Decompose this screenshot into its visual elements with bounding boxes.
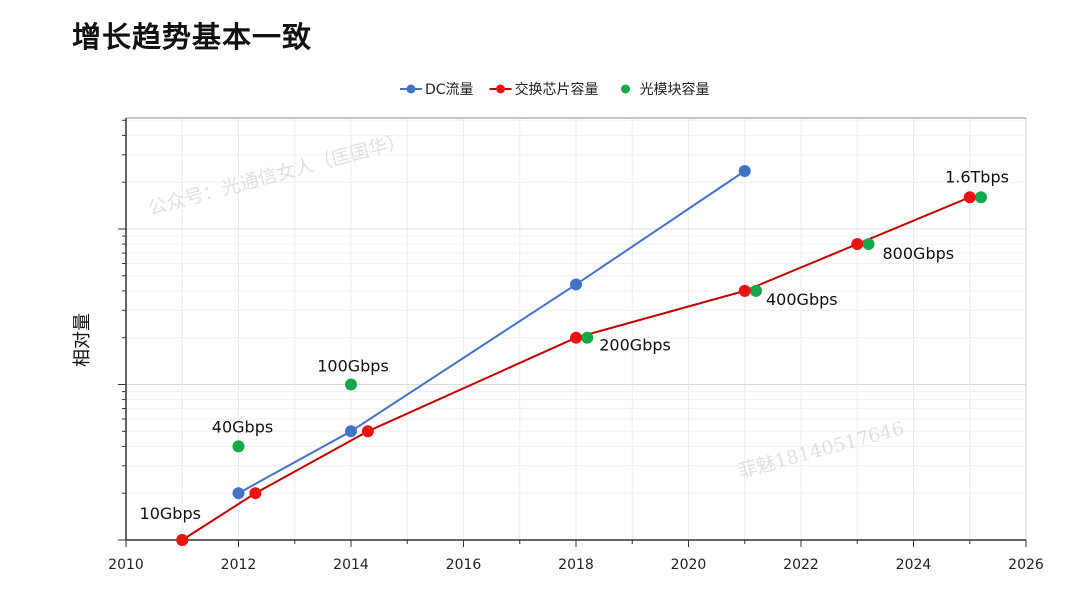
data-label: 10Gbps xyxy=(140,504,201,523)
data-point-series-2 xyxy=(232,440,245,453)
data-point-series-0 xyxy=(232,487,245,500)
legend-marker-2 xyxy=(621,84,631,94)
data-point-series-1 xyxy=(570,331,582,344)
x-tick-label: 2012 xyxy=(221,557,257,573)
x-tick-label: 2022 xyxy=(783,557,819,573)
x-tick-label: 2024 xyxy=(896,557,932,573)
x-tick-label: 2018 xyxy=(558,557,594,573)
legend-marker-1 xyxy=(496,84,506,94)
data-point-series-1 xyxy=(249,487,262,500)
x-tick-label: 2014 xyxy=(333,557,369,573)
data-point-series-2 xyxy=(581,331,594,344)
data-point-series-2 xyxy=(750,284,762,297)
series-line-0 xyxy=(238,170,746,495)
data-point-series-0 xyxy=(570,278,582,291)
legend-marker-0 xyxy=(406,84,416,94)
y-axis-label: 相对量 xyxy=(72,313,93,367)
data-point-series-0 xyxy=(345,425,357,438)
data-label: 200Gbps xyxy=(599,336,671,355)
data-point-series-0 xyxy=(738,165,751,178)
legend-label-1: 交换芯片容量 xyxy=(515,81,599,98)
data-point-series-2 xyxy=(862,238,875,251)
data-point-series-2 xyxy=(345,378,357,391)
data-label: 40Gbps xyxy=(212,417,273,436)
data-label: 400Gbps xyxy=(766,290,838,309)
data-label: 800Gbps xyxy=(883,244,955,263)
data-point-series-1 xyxy=(851,238,864,251)
data-point-series-1 xyxy=(738,284,751,297)
data-label: 100Gbps xyxy=(317,357,389,376)
page-title: 增长趋势基本一致 xyxy=(72,20,313,54)
data-point-series-1 xyxy=(963,191,976,204)
x-tick-label: 2020 xyxy=(671,557,707,573)
data-label: 1.6Tbps xyxy=(945,167,1009,186)
x-tick-label: 2010 xyxy=(108,557,144,573)
data-point-series-1 xyxy=(176,534,189,546)
x-tick-label: 2016 xyxy=(446,557,482,573)
legend-label-2: 光模块容量 xyxy=(640,81,710,98)
legend-label-0: DC流量 xyxy=(425,82,474,98)
data-point-series-2 xyxy=(975,191,987,204)
x-tick-label: 2026 xyxy=(1008,557,1044,573)
data-point-series-1 xyxy=(361,425,374,438)
